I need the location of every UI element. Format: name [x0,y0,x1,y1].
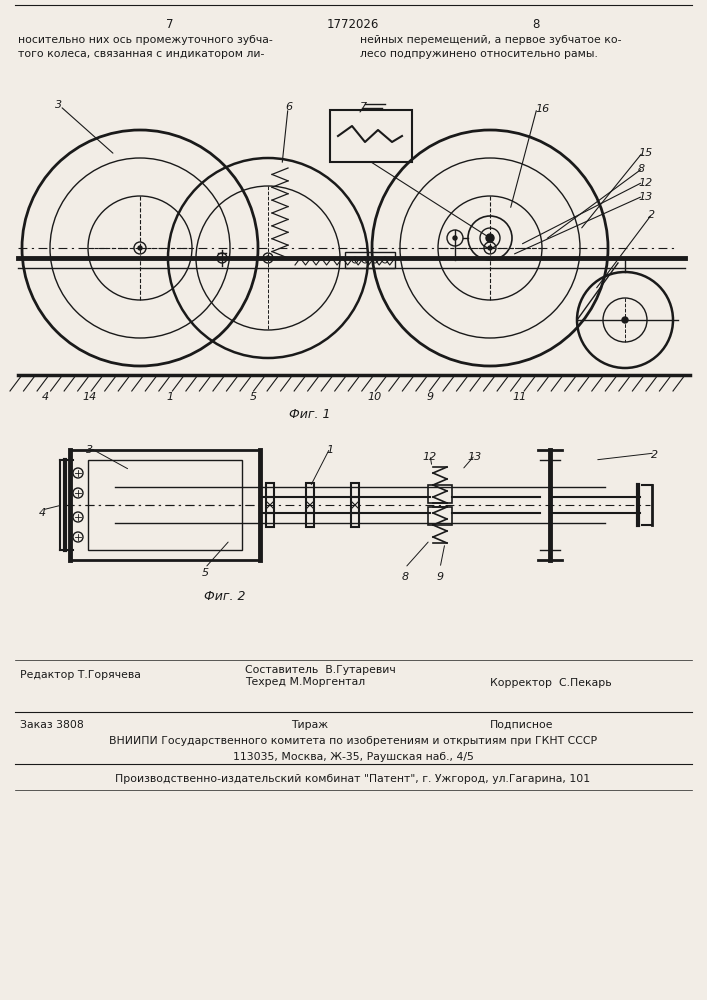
Text: 1: 1 [327,445,334,455]
Text: 5: 5 [201,568,209,578]
Text: Заказ 3808: Заказ 3808 [20,720,83,730]
Text: 8: 8 [402,572,409,582]
Text: 113035, Москва, Ж-35, Раушская наб., 4/5: 113035, Москва, Ж-35, Раушская наб., 4/5 [233,752,474,762]
Text: 9: 9 [426,392,433,402]
Text: 15: 15 [638,148,653,158]
Text: 4: 4 [42,392,49,402]
Bar [306,483,314,527]
Circle shape [486,234,494,242]
Circle shape [138,246,142,250]
Text: 11: 11 [513,392,527,402]
Bar [345,252,395,268]
Text: Фиг. 1: Фиг. 1 [289,408,331,421]
Text: 14: 14 [83,392,97,402]
Text: Составитель  В.Гутаревич
Техред М.Моргентал: Составитель В.Гутаревич Техред М.Моргент… [245,665,396,687]
Text: 7: 7 [360,102,367,112]
Text: 7: 7 [166,18,174,31]
Circle shape [266,256,270,260]
Text: 10: 10 [368,392,382,402]
Circle shape [488,246,492,250]
Text: нейных перемещений, а первое зубчатое ко-
лесо подпружинено относительно рамы.: нейных перемещений, а первое зубчатое ко… [360,35,621,59]
Bar [88,460,242,550]
Text: Производственно-издательский комбинат "Патент", г. Ужгород, ул.Гагарина, 101: Производственно-издательский комбинат "П… [115,774,590,784]
Text: 16: 16 [535,104,549,114]
Text: 3: 3 [55,100,62,110]
Text: 3: 3 [86,445,93,455]
Text: носительно них ось промежуточного зубча-
того колеса, связанная с индикатором ли: носительно них ось промежуточного зубча-… [18,35,273,59]
Text: Корректор  С.Пекарь: Корректор С.Пекарь [490,678,612,688]
Text: 2: 2 [651,450,658,460]
Bar [428,507,452,525]
Text: 13: 13 [468,452,482,462]
Text: Подписное: Подписное [490,720,554,730]
Text: 2: 2 [648,210,655,220]
Text: 1772026: 1772026 [327,18,379,31]
Bar [330,110,412,162]
Bar [351,483,359,527]
Text: 1: 1 [166,392,173,402]
Bar [70,450,260,560]
Bar [266,483,274,527]
Text: Тираж: Тираж [291,720,329,730]
Bar [428,485,452,503]
Text: Редактор Т.Горячева: Редактор Т.Горячева [20,670,141,680]
Text: 5: 5 [250,392,257,402]
Text: 12: 12 [638,178,653,188]
Text: 4: 4 [38,508,45,518]
Text: 9: 9 [436,572,443,582]
Circle shape [453,236,457,240]
Text: 13: 13 [638,192,653,202]
Text: 8: 8 [638,164,645,174]
Text: 12: 12 [423,452,437,462]
Text: 6: 6 [285,102,292,112]
Text: Фиг. 2: Фиг. 2 [204,590,246,603]
Text: 8: 8 [532,18,539,31]
Circle shape [622,317,628,323]
Text: ВНИИПИ Государственного комитета по изобретениям и открытиям при ГКНТ СССР: ВНИИПИ Государственного комитета по изоб… [109,736,597,746]
